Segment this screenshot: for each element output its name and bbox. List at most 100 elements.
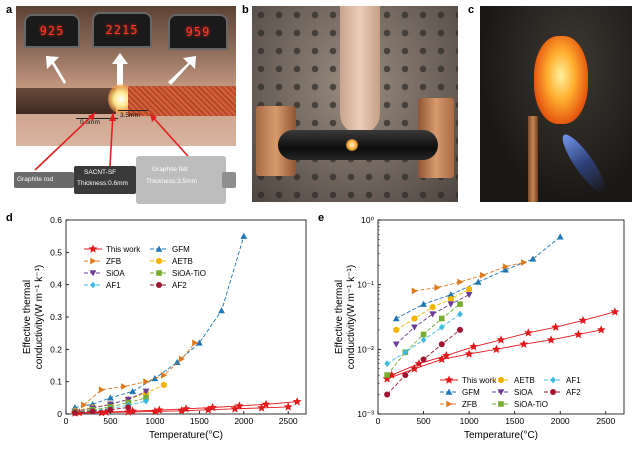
data-point: [465, 291, 473, 299]
data-point: [437, 354, 447, 364]
data-point: [107, 406, 114, 413]
series-AF2: [71, 404, 132, 416]
data-point: [438, 341, 445, 348]
data-point: [155, 405, 164, 414]
x-tick-label: 500: [416, 416, 430, 426]
panel-b-letter: b: [242, 4, 249, 16]
legend-marker: [155, 245, 163, 252]
y-axis-label-line2: conductivity(W m⁻¹ k⁻¹): [346, 265, 357, 369]
glowing-sample: [534, 36, 588, 124]
dim-label-0-6: 0.6mm: [80, 119, 100, 126]
series-ZFB: [81, 339, 199, 409]
legend-label: SiOA: [106, 269, 125, 278]
data-point: [177, 406, 186, 415]
data-point: [178, 355, 185, 363]
finger: [340, 6, 380, 134]
legend-label: GFM: [172, 245, 190, 254]
legend-label: GFM: [462, 388, 480, 397]
x-tick-label: 2000: [234, 416, 253, 426]
data-point: [480, 271, 487, 279]
data-point: [447, 295, 454, 303]
y-tick-label: 0.6: [50, 215, 62, 225]
data-point: [261, 399, 271, 408]
data-point: [240, 232, 248, 239]
y-tick-label: 0.5: [50, 247, 62, 257]
data-point: [402, 372, 409, 379]
series-this_work: [75, 397, 302, 417]
plot-frame: [377, 219, 625, 415]
dimension-line-2: [118, 110, 148, 111]
x-tick-label: 2000: [551, 416, 570, 426]
data-point: [125, 404, 132, 411]
data-point: [502, 266, 509, 273]
data-point: [101, 407, 111, 416]
data-point: [392, 341, 400, 348]
data-point: [524, 328, 533, 337]
data-point: [457, 301, 463, 307]
data-point: [438, 315, 445, 322]
label-graphite-felt-thickness: Thickness:3.5mm: [146, 178, 197, 185]
series-SiOA: [392, 291, 473, 348]
data-point: [420, 300, 427, 307]
series-line: [74, 397, 147, 413]
data-point: [420, 356, 427, 363]
series-ZFB: [411, 259, 528, 295]
panel-e-letter: e: [318, 212, 325, 224]
x-tick-label: 0: [64, 416, 69, 426]
glow-spot: [346, 139, 358, 151]
panel-a-arrows: [46, 53, 196, 86]
x-tick-label: 1000: [460, 416, 479, 426]
data-point: [384, 372, 390, 378]
data-point: [143, 397, 149, 405]
y-axis-label-line1: Effective thermal: [22, 280, 33, 354]
legend-label: This work: [462, 376, 497, 385]
data-point: [442, 351, 451, 360]
panel-a-letter: a: [6, 4, 13, 16]
x-axis-label: Temperature(°C): [149, 430, 223, 441]
legend-marker: [88, 244, 98, 253]
data-point: [411, 324, 418, 331]
y-tick-label: 10⁻²: [357, 344, 374, 354]
data-point: [420, 331, 427, 338]
legend: This work AETB AF1 GFM SiOA AF2 ZFB SiOA-TiO: [440, 375, 581, 409]
legend: This work GFM ZFB AETB SiOA SiOA-TiO AF1 AF2: [84, 244, 206, 290]
data-point: [434, 284, 441, 292]
y-tick-label: 10⁰: [361, 215, 374, 225]
data-point: [143, 378, 150, 386]
panel-b-photo: [252, 6, 458, 202]
data-point: [464, 349, 474, 358]
data-point: [382, 374, 392, 383]
panel-c-photo: [480, 6, 632, 202]
legend-label: ZFB: [462, 400, 477, 409]
legend-label: AF2: [172, 281, 187, 290]
data-point: [181, 404, 191, 413]
series-GFM: [392, 233, 564, 322]
legend-label: SiOA-TiO: [514, 400, 548, 409]
label-sacnt-sf: SACNT-SF: [84, 169, 117, 176]
series-line: [414, 262, 524, 292]
panel-d-letter: d: [6, 212, 13, 224]
legend-marker: [446, 400, 453, 408]
legend-label: AF1: [106, 281, 121, 290]
legend-marker: [156, 270, 162, 276]
legend-marker: [444, 375, 454, 384]
legend-label: SiOA: [514, 388, 533, 397]
data-point: [411, 315, 418, 322]
legend-label: AF2: [566, 388, 581, 397]
legend-marker: [90, 281, 96, 289]
data-point: [208, 402, 217, 412]
data-point: [283, 402, 293, 411]
data-point: [384, 360, 390, 368]
data-point: [384, 391, 391, 398]
data-point: [551, 322, 560, 331]
data-point: [546, 335, 556, 344]
data-point: [203, 405, 213, 414]
data-point: [160, 381, 167, 389]
panel-c-letter: c: [468, 4, 475, 16]
x-tick-label: 2500: [279, 416, 298, 426]
data-point: [89, 408, 96, 415]
data-point: [257, 403, 266, 412]
